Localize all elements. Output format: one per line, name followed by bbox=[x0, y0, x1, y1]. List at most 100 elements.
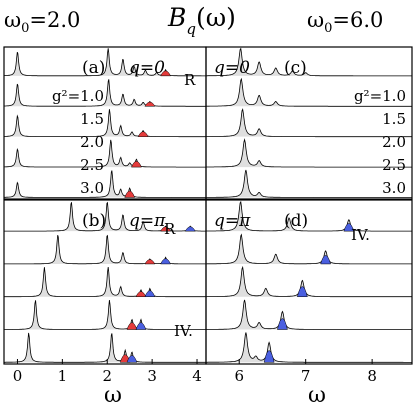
panel-label: (c) bbox=[284, 58, 307, 78]
spectrum-line bbox=[205, 200, 412, 232]
x-tick-label: 4 bbox=[192, 367, 202, 385]
spectrum-2 bbox=[3, 234, 206, 265]
spectrum-fill bbox=[4, 139, 206, 168]
marked-peak-red bbox=[137, 131, 149, 137]
spectrum-4 bbox=[3, 139, 206, 168]
spectrum-line bbox=[3, 332, 206, 363]
spectrum-fill bbox=[206, 267, 412, 297]
x-tick-label: 0 bbox=[13, 367, 23, 385]
spectrum-fill bbox=[206, 109, 412, 137]
curve-label: 2.0 bbox=[382, 133, 406, 151]
marked-peak-red bbox=[160, 70, 172, 77]
marked-peak-red bbox=[131, 161, 142, 168]
spectrum-1 bbox=[3, 48, 206, 77]
spectrum-line bbox=[205, 77, 412, 107]
marked-peak-red bbox=[135, 291, 147, 298]
panel-label: (d) bbox=[284, 211, 308, 231]
curve-label: 3.0 bbox=[382, 179, 406, 197]
spectrum-line bbox=[3, 79, 206, 107]
curve-label: 3.0 bbox=[80, 179, 104, 197]
panel-b: (b) q=πR IV. 0 1 2 3 4 ω bbox=[3, 199, 207, 406]
marked-peak-red bbox=[144, 101, 156, 107]
panel-a: (a) q=0 g²=1.0 1.5 2.0 2.5 3.0 R bbox=[3, 46, 207, 200]
spectrum-1 bbox=[3, 201, 206, 232]
spectrum-line bbox=[3, 139, 206, 168]
marked-peak-blue bbox=[297, 286, 308, 298]
spectrum-line bbox=[3, 300, 206, 330]
marked-peak-blue bbox=[263, 350, 275, 363]
spectrum-line bbox=[3, 48, 206, 77]
panel-d: (d) q=π IV. 6 7 8 ω bbox=[205, 199, 413, 406]
spectrum-2 bbox=[205, 77, 412, 107]
marked-peak-blue bbox=[277, 318, 288, 330]
spectrum-4 bbox=[3, 300, 206, 330]
spectrum-2 bbox=[205, 233, 412, 265]
panel-c: (c) q=0 g²=1.0 1.5 2.0 2.5 3.0 bbox=[205, 46, 413, 200]
marked-peak-red bbox=[126, 322, 138, 330]
q-label: q=π bbox=[214, 211, 251, 231]
spectrum-line bbox=[205, 299, 412, 330]
marked-peak-red bbox=[124, 190, 136, 198]
spectrum-2 bbox=[3, 79, 206, 107]
spectrum-line bbox=[205, 265, 412, 298]
marked-peak-blue bbox=[320, 255, 331, 265]
marked-peak-blue bbox=[135, 322, 147, 330]
curve-label: 2.0 bbox=[80, 133, 104, 151]
chart-title: Bq(ω) bbox=[167, 3, 236, 38]
panel-frame bbox=[205, 199, 413, 365]
panel-frame bbox=[205, 46, 413, 200]
curve-label: g²=1.0 bbox=[52, 87, 104, 105]
spectrum-fill bbox=[4, 202, 206, 232]
spectrum-line bbox=[205, 332, 412, 363]
spectrum-5 bbox=[3, 332, 206, 363]
spectrum-3 bbox=[3, 267, 206, 298]
marked-peak-blue bbox=[160, 258, 171, 265]
annotation: R bbox=[184, 71, 196, 89]
q-label: q=0 bbox=[214, 58, 250, 78]
spectrum-fill bbox=[206, 48, 412, 76]
spectrum-line bbox=[205, 47, 412, 77]
spectrum-line bbox=[205, 138, 412, 168]
spectrum-line bbox=[3, 234, 206, 265]
x-axis-label: ω bbox=[308, 383, 326, 406]
annotation: IV. bbox=[351, 226, 370, 244]
spectrum-3 bbox=[205, 108, 412, 138]
spectrum-3 bbox=[205, 265, 412, 298]
spectrum-line bbox=[205, 108, 412, 138]
q-label: q=π bbox=[129, 211, 166, 231]
spectrum-fill bbox=[206, 332, 412, 363]
x-tick-label: 2 bbox=[102, 367, 112, 385]
spectrum-line bbox=[3, 201, 206, 232]
marked-peak-red bbox=[160, 226, 172, 232]
omega0-left-label: ω0=2.0 bbox=[4, 8, 80, 36]
spectrum-fill bbox=[4, 170, 206, 198]
spectrum-line bbox=[205, 169, 412, 198]
spectrum-5 bbox=[205, 169, 412, 198]
x-tick-label: 3 bbox=[147, 367, 157, 385]
spectrum-4 bbox=[205, 138, 412, 168]
spectrum-3 bbox=[3, 109, 206, 138]
spectrum-1 bbox=[205, 47, 412, 77]
omega0-right-label: ω0=6.0 bbox=[307, 8, 383, 36]
curve-label: 2.5 bbox=[80, 156, 104, 174]
annotation: IV. bbox=[174, 322, 193, 340]
x-tick-label: 6 bbox=[234, 367, 244, 385]
spectrum-line bbox=[205, 233, 412, 265]
spectrum-fill bbox=[206, 170, 412, 198]
panel-label: (b) bbox=[82, 211, 106, 231]
spectrum-fill bbox=[206, 139, 412, 168]
spectrum-4 bbox=[205, 299, 412, 330]
x-tick-label: 8 bbox=[367, 367, 377, 385]
marked-peak-blue bbox=[343, 223, 355, 232]
marked-peak-blue bbox=[184, 226, 196, 232]
marked-peak-red bbox=[144, 259, 156, 265]
spectrum-fill bbox=[206, 234, 412, 264]
spectrum-line bbox=[3, 109, 206, 138]
marked-peak-blue bbox=[126, 355, 138, 363]
spectrum-5 bbox=[205, 332, 412, 363]
spectrum-line bbox=[3, 170, 206, 198]
spectrum-fill bbox=[206, 299, 412, 330]
x-tick-label: 7 bbox=[301, 367, 311, 385]
